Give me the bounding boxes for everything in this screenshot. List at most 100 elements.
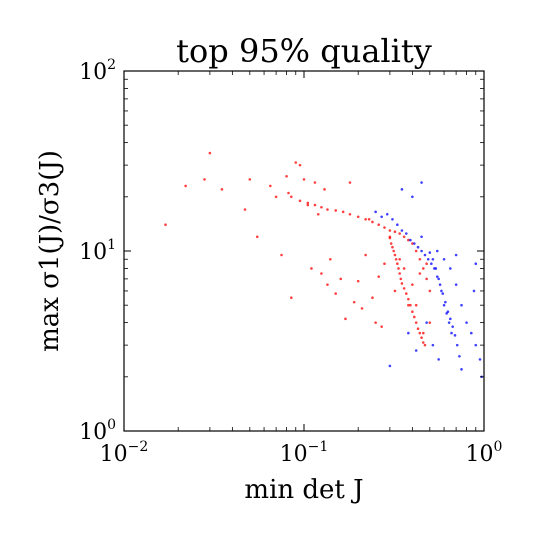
data-point [450, 331, 453, 335]
data-point [394, 257, 398, 261]
data-point [380, 215, 383, 219]
data-point [454, 253, 458, 257]
data-point [407, 303, 410, 307]
data-point [320, 272, 323, 275]
data-point [393, 230, 397, 233]
data-point [398, 257, 401, 261]
y-tick-label: 102 [79, 57, 116, 85]
data-point [472, 289, 476, 293]
data-point [393, 253, 397, 257]
data-point [294, 161, 298, 164]
data-point [285, 175, 288, 178]
data-point [306, 203, 310, 207]
data-point [352, 300, 356, 304]
data-point [393, 289, 397, 293]
data-point [356, 215, 360, 219]
data-point [425, 321, 428, 324]
data-point [298, 199, 302, 203]
data-point [470, 331, 473, 335]
data-point [388, 364, 392, 368]
data-point [418, 272, 422, 275]
data-point [400, 188, 404, 191]
data-point [420, 249, 423, 253]
data-point [164, 223, 167, 226]
data-point [414, 349, 418, 352]
data-point [377, 223, 381, 226]
data-point [411, 283, 414, 286]
data-point [290, 195, 293, 199]
data-point [414, 249, 418, 253]
data-point [269, 184, 272, 188]
data-point [440, 289, 443, 293]
data-point [404, 292, 408, 295]
y-axis-label: max σ1(J)/σ3(J) [35, 150, 65, 352]
data-point [428, 251, 432, 254]
data-point [400, 229, 404, 232]
data-point [334, 209, 338, 212]
data-point [474, 262, 478, 266]
data-point [313, 181, 317, 184]
data-point [416, 327, 420, 331]
ticks-layer: 10−2 10−1 100 100 101 102 [79, 57, 502, 467]
data-point [356, 279, 360, 283]
data-point [420, 181, 423, 184]
data-point [438, 283, 442, 286]
data-point [414, 321, 418, 324]
data-point [290, 296, 293, 300]
data-point [396, 262, 399, 266]
points-layer [164, 151, 483, 379]
data-point [442, 257, 446, 261]
data-point [388, 229, 392, 232]
data-point [474, 343, 478, 347]
data-point [404, 232, 408, 235]
data-point [455, 343, 459, 347]
data-point [396, 223, 399, 226]
data-point [339, 277, 343, 281]
data-point [364, 253, 367, 257]
x-tick-label: 10−2 [100, 439, 149, 467]
data-point [326, 208, 329, 211]
data-point [302, 178, 306, 181]
data-point [431, 343, 435, 347]
data-point [431, 257, 435, 261]
data-point [374, 321, 377, 324]
data-point [397, 267, 400, 270]
data-point [203, 178, 206, 181]
data-point [398, 232, 401, 235]
data-point [449, 267, 452, 270]
x-axis-label: min det J [244, 475, 363, 505]
data-point [411, 310, 414, 314]
data-point [383, 262, 386, 266]
data-point [428, 321, 432, 324]
data-point [367, 218, 371, 221]
y-tick-label: 100 [79, 417, 116, 445]
data-point [478, 358, 482, 361]
data-point [409, 303, 412, 307]
x-tick-label: 100 [466, 439, 503, 467]
data-point [398, 272, 401, 275]
data-point [425, 262, 428, 266]
x-tick-label: 10−1 [280, 439, 329, 467]
data-point [465, 321, 468, 324]
data-point [435, 275, 439, 278]
data-point [313, 203, 317, 207]
data-point [306, 201, 310, 205]
data-point [458, 355, 461, 358]
data-point [184, 184, 187, 188]
data-point [402, 235, 406, 239]
data-point [447, 321, 451, 324]
data-point [418, 331, 422, 335]
data-point [451, 325, 454, 328]
data-point [287, 191, 290, 195]
data-point [360, 307, 364, 310]
data-point [323, 188, 326, 191]
data-point [413, 315, 416, 319]
data-point [430, 262, 433, 266]
data-point [310, 267, 313, 270]
data-point [418, 257, 422, 261]
data-point [274, 195, 278, 199]
data-point [422, 341, 425, 344]
data-point [426, 257, 430, 261]
data-point [392, 249, 396, 253]
data-point [341, 210, 345, 214]
